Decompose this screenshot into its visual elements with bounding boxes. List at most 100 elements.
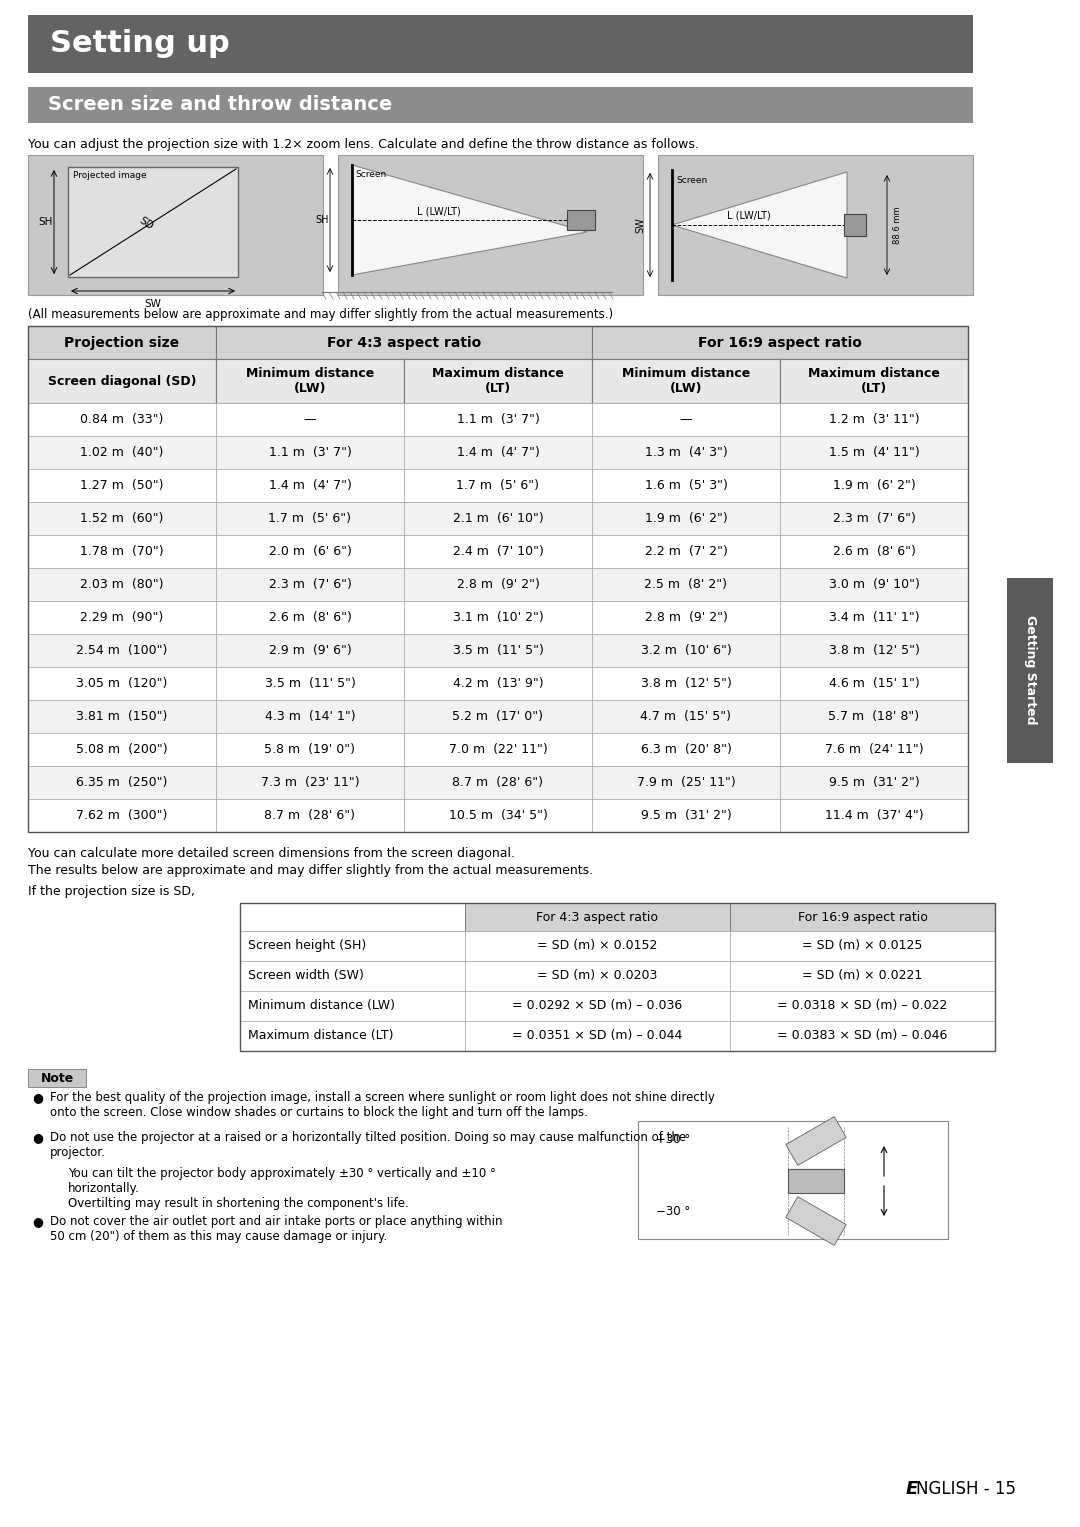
Text: Maximum distance (LT): Maximum distance (LT) — [248, 1029, 393, 1043]
Bar — [28, 469, 216, 502]
Text: = 0.0383 × SD (m) – 0.046: = 0.0383 × SD (m) – 0.046 — [778, 1029, 947, 1043]
Bar — [788, 1170, 843, 1193]
Text: 1.9 m  (6' 2"): 1.9 m (6' 2") — [833, 479, 916, 492]
Text: 1.52 m  (60"): 1.52 m (60") — [80, 512, 164, 525]
Bar — [216, 667, 404, 699]
Bar — [592, 403, 780, 437]
Text: 11.4 m  (37' 4"): 11.4 m (37' 4") — [825, 809, 923, 822]
Bar — [592, 602, 780, 634]
Bar — [28, 733, 216, 767]
Text: 1.7 m  (5' 6"): 1.7 m (5' 6") — [457, 479, 540, 492]
Bar — [28, 568, 216, 602]
Text: −30 °: −30 ° — [656, 1205, 690, 1219]
Text: Screen width (SW): Screen width (SW) — [248, 970, 364, 982]
Bar — [592, 767, 780, 799]
Text: ●: ● — [32, 1132, 43, 1144]
Text: For the best quality of the projection image, install a screen where sunlight or: For the best quality of the projection i… — [50, 1090, 715, 1119]
Bar — [780, 469, 968, 502]
Text: Maximum distance
(LT): Maximum distance (LT) — [808, 366, 940, 395]
Text: 1.4 m  (4' 7"): 1.4 m (4' 7") — [457, 446, 539, 460]
Text: Minimum distance
(LW): Minimum distance (LW) — [246, 366, 374, 395]
Text: 2.6 m  (8' 6"): 2.6 m (8' 6") — [833, 545, 916, 557]
Bar — [465, 931, 730, 960]
Bar — [730, 931, 995, 960]
Bar — [404, 534, 592, 568]
Text: 1.6 m  (5' 3"): 1.6 m (5' 3") — [645, 479, 728, 492]
Text: SH: SH — [315, 215, 328, 224]
Text: 8.7 m  (28' 6"): 8.7 m (28' 6") — [265, 809, 355, 822]
Text: 1.5 m  (4' 11"): 1.5 m (4' 11") — [828, 446, 919, 460]
Text: 9.5 m  (31' 2"): 9.5 m (31' 2") — [828, 776, 919, 789]
Bar — [780, 568, 968, 602]
Text: 7.6 m  (24' 11"): 7.6 m (24' 11") — [825, 744, 923, 756]
Bar — [28, 699, 216, 733]
Text: 2.3 m  (7' 6"): 2.3 m (7' 6") — [833, 512, 916, 525]
Bar — [1007, 577, 1053, 762]
Bar — [216, 602, 404, 634]
Bar — [28, 87, 973, 124]
Bar — [240, 902, 995, 1051]
Text: Screen height (SH): Screen height (SH) — [248, 939, 366, 953]
Bar — [780, 634, 968, 667]
Text: 0.84 m  (33"): 0.84 m (33") — [80, 412, 164, 426]
Bar — [404, 699, 592, 733]
Text: Screen size and throw distance: Screen size and throw distance — [48, 96, 392, 115]
Bar — [730, 1022, 995, 1051]
Text: For 16:9 aspect ratio: For 16:9 aspect ratio — [698, 336, 862, 350]
Text: SW: SW — [145, 299, 161, 308]
Text: Screen diagonal (SD): Screen diagonal (SD) — [48, 374, 197, 388]
Text: 1.27 m  (50"): 1.27 m (50") — [80, 479, 164, 492]
Bar — [28, 156, 323, 295]
Text: If the projection size is SD,: If the projection size is SD, — [28, 886, 195, 898]
Text: 6.3 m  (20' 8"): 6.3 m (20' 8") — [640, 744, 731, 756]
Bar — [28, 437, 216, 469]
Bar — [338, 156, 643, 295]
Bar — [216, 359, 404, 403]
Text: You can tilt the projector body approximately ±30 ° vertically and ±10 °: You can tilt the projector body approxim… — [68, 1167, 496, 1180]
Text: Screen: Screen — [355, 169, 387, 179]
Text: 3.8 m  (12' 5"): 3.8 m (12' 5") — [640, 676, 731, 690]
Text: L (LW/LT): L (LW/LT) — [727, 211, 771, 221]
Bar — [780, 602, 968, 634]
Bar — [404, 634, 592, 667]
Polygon shape — [352, 165, 588, 275]
Bar — [592, 733, 780, 767]
Text: 2.6 m  (8' 6"): 2.6 m (8' 6") — [269, 611, 351, 625]
Bar — [592, 799, 780, 832]
Bar — [240, 931, 465, 960]
Bar — [592, 437, 780, 469]
Bar — [28, 602, 216, 634]
Text: 3.81 m  (150"): 3.81 m (150") — [77, 710, 167, 722]
Bar — [216, 534, 404, 568]
Text: 1.9 m  (6' 2"): 1.9 m (6' 2") — [645, 512, 727, 525]
Text: 3.8 m  (12' 5"): 3.8 m (12' 5") — [828, 644, 919, 657]
Text: 1.1 m  (3' 7"): 1.1 m (3' 7") — [457, 412, 539, 426]
Bar — [216, 733, 404, 767]
Text: 2.4 m  (7' 10"): 2.4 m (7' 10") — [453, 545, 543, 557]
Text: 2.0 m  (6' 6"): 2.0 m (6' 6") — [269, 545, 351, 557]
Bar — [592, 359, 780, 403]
Text: For 16:9 aspect ratio: For 16:9 aspect ratio — [797, 910, 928, 924]
Text: 1.3 m  (4' 3"): 1.3 m (4' 3") — [645, 446, 727, 460]
Bar — [404, 469, 592, 502]
Bar — [28, 667, 216, 699]
Bar — [240, 902, 465, 931]
Text: 1.78 m  (70"): 1.78 m (70") — [80, 545, 164, 557]
Text: 4.3 m  (14' 1"): 4.3 m (14' 1") — [265, 710, 355, 722]
Bar — [216, 469, 404, 502]
Text: 1.1 m  (3' 7"): 1.1 m (3' 7") — [269, 446, 351, 460]
Bar — [638, 1121, 948, 1238]
Text: 88.6 mm: 88.6 mm — [893, 206, 903, 244]
Text: 4.7 m  (15' 5"): 4.7 m (15' 5") — [640, 710, 731, 722]
Bar — [780, 437, 968, 469]
Bar — [216, 634, 404, 667]
Bar — [592, 699, 780, 733]
Bar — [28, 325, 216, 359]
Text: = 0.0318 × SD (m) – 0.022: = 0.0318 × SD (m) – 0.022 — [778, 1000, 947, 1012]
Text: = SD (m) × 0.0221: = SD (m) × 0.0221 — [802, 970, 922, 982]
Text: The results below are approximate and may differ slightly from the actual measur: The results below are approximate and ma… — [28, 864, 593, 876]
Polygon shape — [786, 1197, 847, 1246]
Bar — [404, 502, 592, 534]
Text: 5.2 m  (17' 0"): 5.2 m (17' 0") — [453, 710, 543, 722]
Bar — [68, 166, 238, 276]
